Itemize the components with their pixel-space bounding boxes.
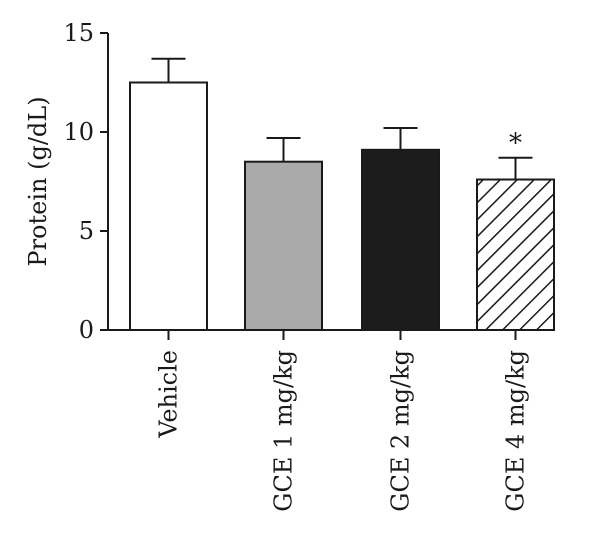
bar-gce-1-mg-kg — [244, 160, 323, 331]
significance-marker: * — [509, 129, 522, 159]
bar-gce-2-mg-kg — [361, 148, 440, 331]
y-tick-label: 0 — [79, 316, 94, 344]
bar-vehicle — [129, 81, 208, 331]
x-tick-label: GCE 2 mg/kg — [387, 350, 415, 512]
x-tick-label: GCE 1 mg/kg — [270, 350, 298, 512]
x-tick-label: Vehicle — [155, 350, 183, 439]
y-axis-title: Protein (g/dL) — [24, 96, 52, 266]
x-tick-label: GCE 4 mg/kg — [502, 350, 530, 512]
bar-gce-4-mg-kg — [476, 178, 555, 331]
y-tick-label: 10 — [63, 118, 94, 146]
plot-area: 0 5 10 15 Protein (g/dL) Vehicle GCE 1 mg/kg GC… — [24, 19, 555, 512]
y-tick-label: 15 — [63, 19, 94, 47]
y-tick-label: 5 — [79, 217, 94, 245]
